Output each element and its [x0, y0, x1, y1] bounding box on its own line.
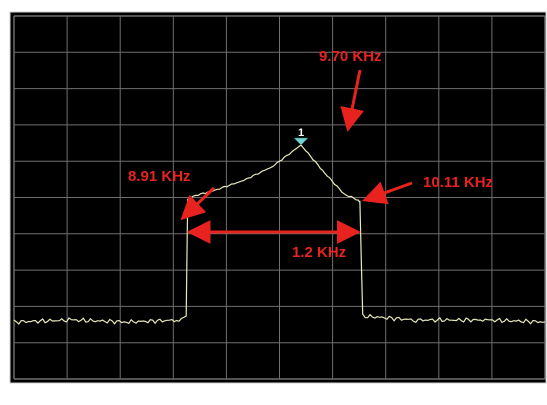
peak-arrow	[340, 69, 364, 132]
frequency-annotations: 9.70 KHz 8.91 KHz 10.11 KHz 1.2 KHz 1	[128, 48, 493, 261]
right-edge-frequency-label: 10.11 KHz	[423, 174, 493, 191]
peak-marker-number: 1	[298, 127, 304, 139]
peak-frequency-label: 9.70 KHz	[319, 48, 382, 65]
left-edge-frequency-label: 8.91 KHz	[128, 168, 191, 185]
peak-marker	[293, 137, 309, 146]
grid-lines	[13, 15, 546, 380]
right-edge-arrow	[362, 181, 413, 205]
bandwidth-label: 1.2 KHz	[292, 244, 346, 261]
spectrum-trace	[13, 144, 546, 325]
left-edge-arrow	[180, 186, 216, 221]
